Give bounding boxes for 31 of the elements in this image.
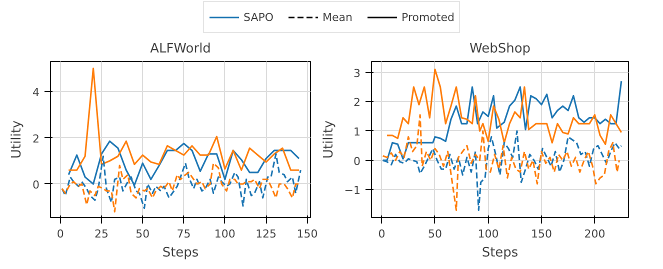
x-tick-label: 25 bbox=[94, 228, 109, 240]
x-tick-label: 150 bbox=[530, 228, 552, 240]
x-tick-label: 200 bbox=[584, 228, 606, 240]
x-tick-label: 75 bbox=[176, 228, 191, 240]
legend-label: SAPO bbox=[244, 10, 274, 24]
x-tick-label: 150 bbox=[296, 228, 318, 240]
x-tick-label: 0 bbox=[56, 228, 64, 240]
y-tick-label: −1 bbox=[344, 184, 361, 198]
y-axis-title: Utility bbox=[10, 120, 24, 159]
x-axis-title: Steps bbox=[162, 246, 199, 260]
y-tick-label: 4 bbox=[32, 86, 40, 100]
legend-label: Mean bbox=[322, 10, 353, 24]
y-tick-label: 3 bbox=[354, 66, 360, 80]
y-tick-label: 0 bbox=[32, 178, 40, 192]
x-tick-label: 125 bbox=[256, 228, 277, 240]
line-series bbox=[68, 68, 300, 171]
x-tick-label: 50 bbox=[428, 228, 442, 240]
line-series bbox=[61, 162, 302, 213]
y-tick-label: 1 bbox=[354, 125, 360, 138]
y-tick-label: 2 bbox=[354, 96, 360, 110]
x-tick-label: 100 bbox=[214, 228, 236, 240]
x-axis-title: Steps bbox=[482, 246, 518, 260]
chart-title: ALFWorld bbox=[150, 42, 211, 56]
legend-label: Promoted bbox=[402, 10, 454, 24]
x-tick-label: 0 bbox=[378, 228, 386, 240]
y-axis-title: Utility bbox=[321, 120, 336, 159]
x-tick-label: 50 bbox=[136, 228, 150, 240]
x-tick-label: 100 bbox=[478, 228, 499, 240]
y-tick-label: 0 bbox=[354, 154, 360, 168]
chart-title: WebShop bbox=[469, 42, 531, 56]
y-tick-label: 2 bbox=[32, 132, 40, 146]
